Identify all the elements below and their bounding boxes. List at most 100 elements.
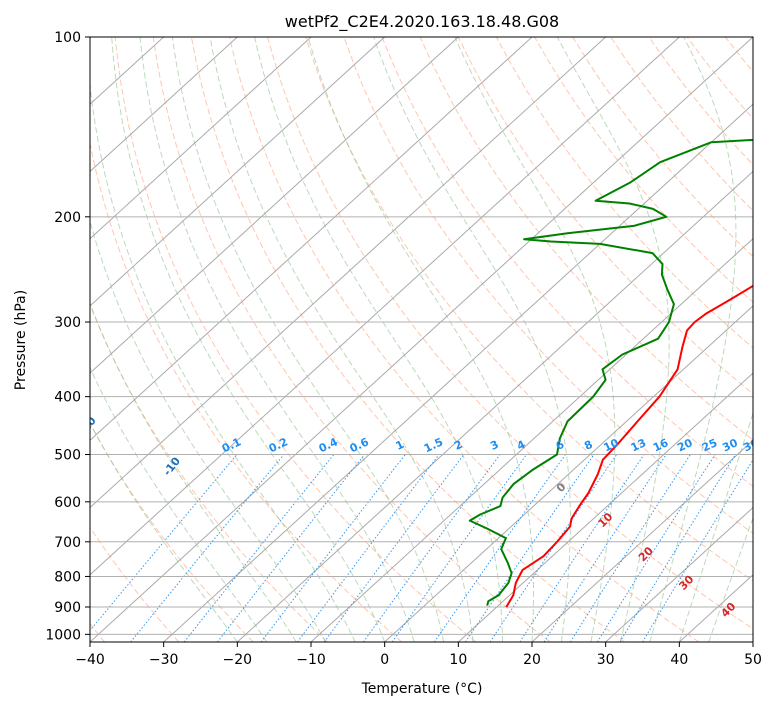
mixing-ratio-line xyxy=(217,454,366,642)
profile-series xyxy=(468,138,753,608)
x-tick-label: 20 xyxy=(523,652,541,668)
dewpoint-profile xyxy=(468,138,753,606)
chart-title: wetPf2_C2E4.2020.163.18.48.G08 xyxy=(285,12,559,32)
dry-adiabat xyxy=(152,37,551,642)
y-axis: 100 200 300 400 500 600 700 800 900 1000 xyxy=(45,30,90,643)
isotherm xyxy=(90,37,533,442)
mixing-ratio-line xyxy=(323,454,465,642)
y-tick-label: 500 xyxy=(54,448,81,464)
isotherm xyxy=(90,37,753,642)
dry-adiabat xyxy=(763,37,775,642)
x-tick-label: −10 xyxy=(296,652,326,668)
moist-adiabat xyxy=(90,301,297,642)
dry-adiabat xyxy=(90,303,328,642)
dry-adiabat xyxy=(114,37,477,642)
mixing-ratio-label: 0.2 xyxy=(267,435,290,455)
dry-adiabat xyxy=(90,140,403,642)
isotherm xyxy=(163,103,753,642)
moist-adiabat xyxy=(373,37,571,642)
mixing-ratio-line xyxy=(489,454,618,642)
isotherm xyxy=(457,372,753,642)
dry-adiabat xyxy=(419,37,753,441)
y-tick-label: 1000 xyxy=(45,627,81,643)
isotherm xyxy=(90,37,386,307)
isotherm xyxy=(90,37,607,509)
isotherm xyxy=(384,305,753,642)
x-tick-label: −30 xyxy=(149,652,179,668)
mixing-ratio-label: 1.5 xyxy=(422,435,445,455)
mixing-ratio-label: 30 xyxy=(720,436,740,454)
moist-adiabat xyxy=(649,37,737,642)
mixing-ratio-label: 16 xyxy=(651,436,671,454)
mixing-ratio-line xyxy=(260,454,406,642)
moist-adiabat xyxy=(678,411,753,642)
y-tick-label: 700 xyxy=(54,535,81,551)
mixing-ratio-line xyxy=(297,454,440,642)
y-tick-label: 600 xyxy=(54,495,81,511)
mixing-ratio-line xyxy=(519,454,645,642)
x-tick-label: 30 xyxy=(597,652,615,668)
mixing-ratio-line xyxy=(543,454,667,642)
moist-adiabat-label: 10 xyxy=(595,510,615,530)
mixing-ratio-line xyxy=(596,454,716,642)
mixing-ratio-label: 10 xyxy=(602,436,622,454)
mixing-ratio-label: 25 xyxy=(700,436,719,454)
mixing-ratio-label: 20 xyxy=(675,436,695,454)
isotherm xyxy=(236,170,753,642)
isotherms xyxy=(90,37,753,642)
moist-adiabat xyxy=(90,421,238,642)
isotherm xyxy=(90,37,238,173)
x-tick-label: 50 xyxy=(744,652,762,668)
isotherm xyxy=(90,37,459,374)
isotherm xyxy=(310,237,753,642)
x-axis-label: Temperature (°C) xyxy=(361,681,483,697)
y-tick-label: 900 xyxy=(54,600,81,616)
temperature-profile xyxy=(505,284,753,608)
moist-adiabat xyxy=(90,366,268,642)
moist-adiabat xyxy=(254,37,503,642)
x-tick-label: 0 xyxy=(380,652,389,668)
isotherm xyxy=(90,37,312,240)
plot-area: -100-90-80-70-60-50-40-30-20-100.10.20.4… xyxy=(90,37,775,642)
pressure-gridlines xyxy=(90,37,753,635)
moist-adiabat xyxy=(90,219,327,642)
dry-adiabat xyxy=(343,37,753,534)
dry-adiabat xyxy=(90,526,180,642)
mixing-ratio-label: 0.6 xyxy=(348,435,371,455)
mixing-ratio-label: 0.4 xyxy=(317,435,340,455)
mixing-ratio-line xyxy=(391,454,528,642)
dry-adiabat xyxy=(495,37,753,349)
mixing-ratio-line xyxy=(464,454,595,642)
moist-adiabat-label: 30 xyxy=(676,573,696,593)
isotherm xyxy=(90,37,680,576)
moist-adiabat xyxy=(139,37,415,642)
y-tick-label: 300 xyxy=(54,315,81,331)
mixing-ratio-line xyxy=(569,454,691,642)
isotherm xyxy=(752,641,753,642)
dry-adiabat xyxy=(229,37,700,642)
x-tick-label: 10 xyxy=(449,652,467,668)
moist-adiabat xyxy=(454,37,616,642)
mixing-ratio-label: 8 xyxy=(582,438,594,453)
isotherm xyxy=(605,506,753,642)
dry-adiabat xyxy=(686,37,753,120)
mixing-ratio-label: 3 xyxy=(488,438,500,453)
moist-adiabats xyxy=(90,37,753,642)
y-axis-label: Pressure (hPa) xyxy=(13,290,29,390)
isotherm xyxy=(531,439,753,642)
moist-adiabat xyxy=(209,37,474,642)
moist-adiabat xyxy=(90,79,356,642)
moist-adiabat xyxy=(307,37,534,642)
y-tick-label: 400 xyxy=(54,390,81,406)
mixing-ratio-line xyxy=(642,458,753,642)
mixing-ratio-label: 2 xyxy=(452,438,464,453)
x-axis: −40 −30 −20 −10 0 10 20 30 40 50 xyxy=(75,642,762,668)
dry-adiabat xyxy=(724,37,753,73)
mixing-ratio-line xyxy=(362,454,501,642)
mixing-ratio-line xyxy=(433,454,566,642)
mixing-ratio-label: 36 xyxy=(741,436,761,454)
mixing-ratio-label: 13 xyxy=(629,436,648,454)
dry-adiabat xyxy=(457,37,753,395)
y-tick-label: 100 xyxy=(54,30,81,46)
